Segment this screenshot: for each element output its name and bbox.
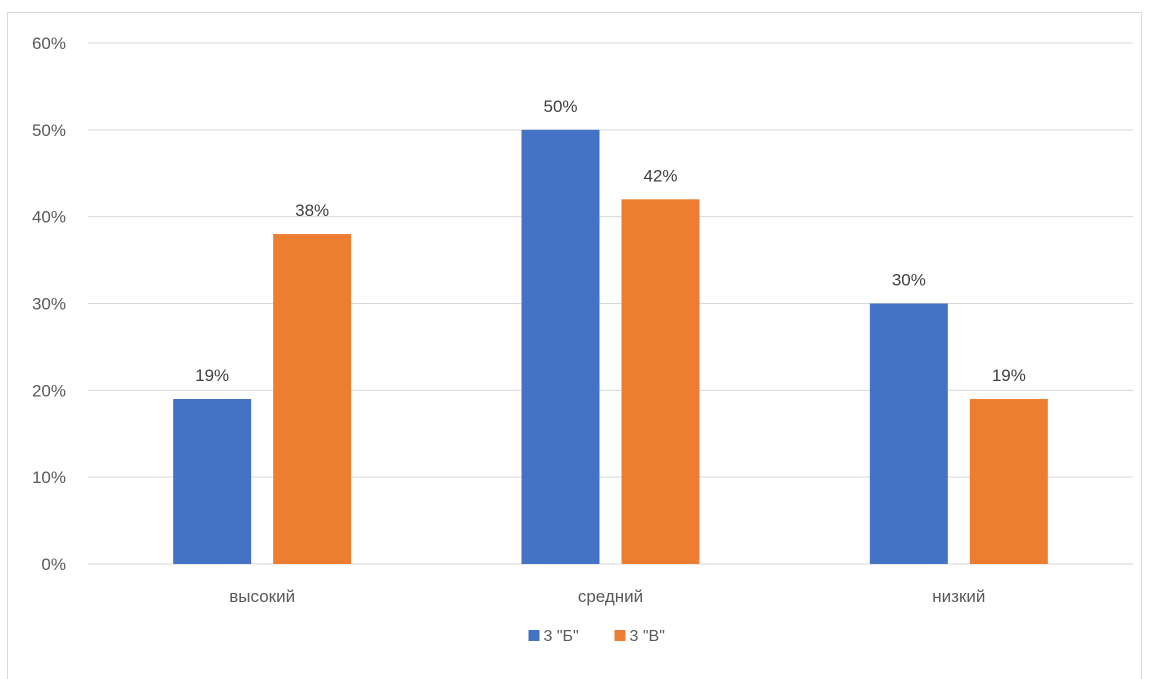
bar (173, 399, 252, 564)
data-label: 19% (992, 366, 1026, 385)
chart-frame (7, 12, 1142, 679)
y-tick-label: 60% (32, 34, 66, 53)
data-label: 42% (643, 166, 677, 185)
data-label: 19% (195, 366, 229, 385)
y-tick-label: 0% (41, 555, 66, 574)
legend-item: 3 "В" (614, 628, 665, 645)
legend-swatch (528, 630, 540, 641)
bar (969, 399, 1048, 564)
bar (869, 303, 948, 564)
legend-label: 3 "В" (630, 628, 665, 645)
x-tick-label: высокий (229, 587, 295, 606)
y-tick-label: 20% (32, 381, 66, 400)
data-label: 30% (892, 271, 926, 290)
legend-item: 3 "Б" (528, 628, 579, 645)
legend: 3 "Б" 3 "В" (528, 628, 665, 645)
x-axis-tick-labels: высокий средний низкий (229, 587, 985, 606)
y-axis-tick-labels: 0% 10% 20% 30% 40% 50% 60% (32, 34, 66, 574)
y-tick-label: 50% (32, 121, 66, 140)
legend-label: 3 "Б" (544, 628, 579, 645)
x-tick-label: низкий (932, 587, 985, 606)
bar (621, 199, 700, 565)
gridlines (88, 42, 1133, 565)
bar (273, 234, 352, 565)
data-labels: 19% 38% 50% 42% 30% 19% (195, 97, 1026, 385)
data-label: 50% (543, 97, 577, 116)
bar (521, 129, 600, 565)
x-tick-label: средний (578, 587, 643, 606)
y-tick-label: 30% (32, 295, 66, 314)
data-label: 38% (295, 201, 329, 220)
bars (173, 129, 1048, 565)
y-tick-label: 10% (32, 468, 66, 487)
legend-swatch (614, 630, 626, 641)
y-tick-label: 40% (32, 208, 66, 227)
